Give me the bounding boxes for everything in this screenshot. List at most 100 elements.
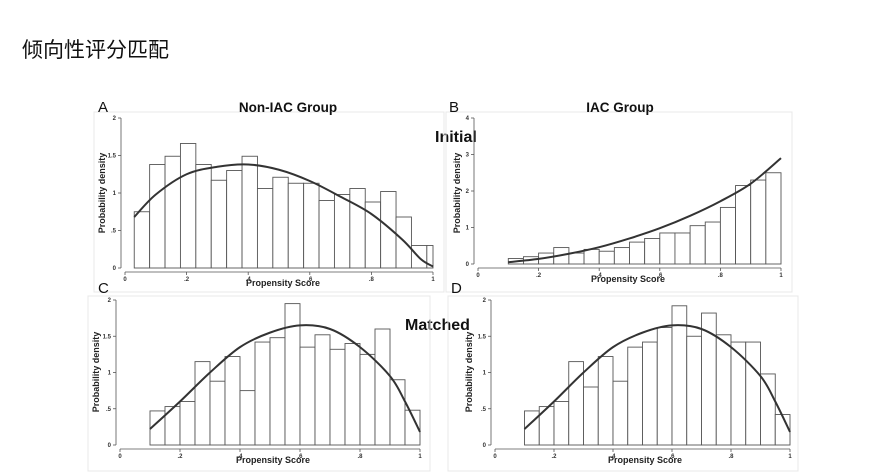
panel-a-bar-4 xyxy=(179,143,197,269)
panel-c-y-tick-label-5: 2 xyxy=(108,298,112,304)
panel-a-y-tick-label-2: .5 xyxy=(111,229,117,235)
panel-a-bar-11 xyxy=(287,182,305,269)
panel-b-bar-10 xyxy=(644,237,661,265)
panel-d-x-tick-label-2: .2 xyxy=(551,454,557,460)
panel-b-bar-5 xyxy=(568,252,585,265)
panel-a-x-axis-title: Propensity Score xyxy=(246,278,320,288)
panel-a-frame xyxy=(93,111,445,293)
panel-a-title: Non-IAC Group xyxy=(239,100,337,115)
panel-d: D 0 .5 1 1.5 2 0 .2 .4 .6 .8 1 Propensity Score Pr… xyxy=(447,280,799,472)
panel-a-bar-14 xyxy=(333,194,351,269)
panel-c-y-tick-label-1: 0 xyxy=(108,443,112,449)
panel-b-bar-8 xyxy=(613,247,630,265)
panel-c-bar-3 xyxy=(179,401,196,446)
panel-a-plot: 0 .5 1 1.5 2 0 .2 .4 .6 .8 1 xyxy=(108,116,436,283)
panel-b-bar-18 xyxy=(765,172,782,265)
panel-a-x-tick-label-3: .4 xyxy=(246,277,252,283)
panel-c-x-tick-label-2: .2 xyxy=(177,454,183,460)
panel-d-bar-6 xyxy=(597,356,614,446)
panel-b-x-tick-label-2: .2 xyxy=(536,273,542,279)
panel-d-bar-10 xyxy=(656,327,673,446)
panel-a-bar-15 xyxy=(349,188,366,269)
panel-d-y-tick-label-3: 1 xyxy=(483,371,487,377)
panel-c-bar-7 xyxy=(239,390,256,446)
panel-c-bar-12 xyxy=(314,334,331,446)
panel-b-x-axis-title: Propensity Score xyxy=(591,274,665,284)
panel-d-bar-11 xyxy=(671,305,688,446)
panel-d-bar-14 xyxy=(715,334,732,446)
panel-a-y-tick-label-1: 0 xyxy=(113,266,117,272)
panel-a-bar-1 xyxy=(133,211,151,269)
panel-c-x-tick-label-6: 1 xyxy=(418,454,422,460)
panel-d-frame xyxy=(447,295,799,472)
panel-c-x-tick-label-4: .6 xyxy=(297,454,303,460)
panel-a-y-axis-title: Probability density xyxy=(97,153,107,234)
panel-c-x-tick-label-1: 0 xyxy=(118,454,122,460)
panel-c-bar-17 xyxy=(389,379,406,446)
panel-b-frame xyxy=(445,111,793,293)
panel-c-bar-8 xyxy=(254,341,271,446)
panel-b-letter: B xyxy=(449,99,459,116)
panel-a-bar-7 xyxy=(226,170,243,269)
panel-c-bar-11 xyxy=(299,346,316,446)
panel-c-plot: 0 .5 1 1.5 2 0 .2 .4 .6 .8 1 xyxy=(103,298,423,460)
panel-c-bar-5 xyxy=(209,380,226,446)
panel-b-x-tick-label-3: .4 xyxy=(597,273,603,279)
panel-a-letter: A xyxy=(98,99,108,116)
panel-c-density-curve xyxy=(149,324,421,433)
panel-c-letter: C xyxy=(98,280,109,297)
panel-c-x-tick-label-3: .4 xyxy=(237,454,243,460)
panel-d-bar-7 xyxy=(612,380,629,446)
panel-c-x-axis-title: Propensity Score xyxy=(236,455,310,465)
panel-d-density-curve xyxy=(523,324,791,433)
panel-b-bar-15 xyxy=(719,206,737,265)
row-label-initial: Initial xyxy=(435,129,477,146)
panel-a-bar-5 xyxy=(195,164,212,269)
panel-d-y-tick-label-4: 1.5 xyxy=(478,334,487,340)
panel-c-bar-6 xyxy=(224,356,241,446)
panel-d-x-tick-label-6: 1 xyxy=(788,454,792,460)
panel-d-letter: D xyxy=(451,280,462,297)
panel-d-y-axis-title: Probability density xyxy=(464,332,474,413)
panel-b-y-axis-title: Probability density xyxy=(452,153,462,234)
panel-c-y-tick-label-2: .5 xyxy=(106,407,112,413)
panel-b-x-tick-label-6: 1 xyxy=(779,273,783,279)
panel-b-x-tick-label-5: .8 xyxy=(718,273,724,279)
panel-d-y-tick-label-2: .5 xyxy=(481,407,487,413)
panel-c-y-axis-title: Probability density xyxy=(91,332,101,413)
panel-a-x-tick-label-1: 0 xyxy=(123,277,127,283)
panel-b-x-tick-label-1: 0 xyxy=(476,273,480,279)
panel-a-x-tick-label-2: .2 xyxy=(184,277,190,283)
panel-c-y-tick-label-4: 1.5 xyxy=(103,334,112,340)
panel-b-y-tick-label-3: 2 xyxy=(466,189,470,195)
panel-a-y-tick-label-3: 1 xyxy=(113,191,117,197)
panel-b-bar-7 xyxy=(598,250,615,265)
panel-d-x-tick-label-3: .4 xyxy=(610,454,616,460)
panel-d-x-axis-title: Propensity Score xyxy=(608,455,682,465)
panel-a-bar-9 xyxy=(256,188,274,269)
panel-a-x-tick-label-4: .6 xyxy=(307,277,313,283)
panel-a-bar-18 xyxy=(395,216,412,269)
panel-c-bar-13 xyxy=(329,348,346,446)
panel-b-bar-13 xyxy=(689,225,706,265)
panel-b-title: IAC Group xyxy=(586,100,654,115)
slide-title: 倾向性评分匹配 xyxy=(22,38,169,62)
panel-c-bar-9 xyxy=(269,337,286,446)
panel-a-bar-20 xyxy=(426,245,434,269)
panel-c-bar-14 xyxy=(344,343,361,446)
row-label-matched: Matched xyxy=(405,317,470,334)
panel-a-bar-8 xyxy=(241,155,258,269)
panel-a-bar-3 xyxy=(164,155,181,269)
panel-b-x-tick-label-4: .6 xyxy=(657,273,663,279)
panel-d-bar-9 xyxy=(642,341,658,446)
panel-b-y-tick-label-5: 4 xyxy=(466,116,470,122)
panel-b-bar-11 xyxy=(659,232,676,265)
panel-b-bar-14 xyxy=(704,221,721,265)
panel-b-bar-12 xyxy=(674,232,691,265)
panel-d-bar-17 xyxy=(760,373,776,446)
panel-d-x-tick-label-1: 0 xyxy=(493,454,497,460)
panel-a: A Non-IAC Group 0 .5 1 1.5 2 0 .2 .4 .6 .8 1 Prope… xyxy=(93,99,445,293)
panel-d-bar-18 xyxy=(774,414,791,446)
panel-a-density-curve xyxy=(133,163,434,268)
panel-b-density-curve xyxy=(508,157,782,264)
